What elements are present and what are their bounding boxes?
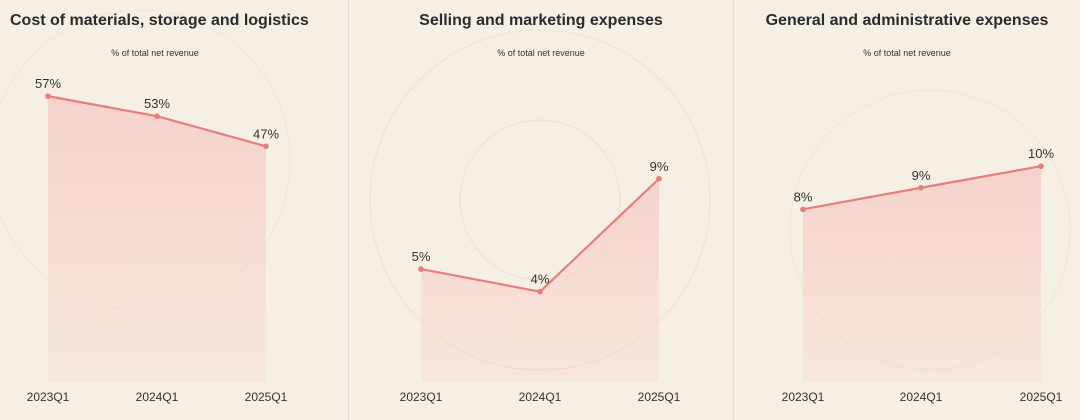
area-chart: 57% 2023Q1 53% 2024Q1 47% 2025Q1 [27, 76, 288, 404]
data-point [537, 288, 543, 295]
chart-title: General and administrative expenses [765, 12, 1049, 29]
chart-title: Cost of materials, storage and logistics [10, 12, 309, 29]
area-fill [803, 166, 1041, 382]
data-label: 47% [253, 126, 279, 141]
data-label: 53% [144, 96, 170, 111]
data-point [800, 206, 806, 213]
data-point [154, 113, 160, 119]
x-tick-label: 2024Q1 [900, 390, 943, 404]
chart-panel-cost-of-materials: Cost of materials, storage and logistics… [0, 0, 348, 420]
data-label: 9% [650, 159, 669, 174]
data-point [418, 266, 424, 272]
x-tick-label: 2024Q1 [136, 390, 179, 404]
x-tick-label: 2025Q1 [1020, 390, 1063, 404]
area-chart: 5% 2023Q1 4% 2024Q1 9% 2025Q1 [400, 159, 681, 404]
chart-subtitle: % of total net revenue [863, 48, 951, 58]
data-label: 4% [531, 272, 550, 287]
chart-panel-general-admin: General and administrative expenses % of… [733, 0, 1080, 420]
chart-panel-selling-marketing: Selling and marketing expenses % of tota… [348, 0, 733, 420]
x-tick-label: 2023Q1 [782, 390, 825, 404]
data-point [918, 184, 924, 191]
chart-subtitle: % of total net revenue [497, 48, 585, 58]
data-point [656, 175, 662, 182]
area-fill [48, 96, 266, 382]
x-tick-label: 2024Q1 [519, 390, 562, 404]
area-chart: 8% 2023Q1 9% 2024Q1 10% 2025Q1 [782, 146, 1063, 404]
data-label: 5% [412, 249, 431, 264]
area-fill [421, 178, 659, 382]
data-label: 10% [1028, 146, 1054, 161]
x-tick-label: 2023Q1 [27, 390, 70, 404]
x-tick-label: 2023Q1 [400, 390, 443, 404]
chart-title: Selling and marketing expenses [419, 12, 663, 29]
data-label: 8% [794, 189, 813, 204]
data-point [1038, 163, 1044, 169]
x-tick-label: 2025Q1 [638, 390, 681, 404]
data-label: 57% [35, 76, 61, 91]
data-point [263, 143, 269, 150]
data-label: 9% [912, 168, 931, 183]
x-tick-label: 2025Q1 [245, 390, 288, 404]
chart-subtitle: % of total net revenue [111, 48, 199, 58]
data-point [45, 93, 51, 99]
